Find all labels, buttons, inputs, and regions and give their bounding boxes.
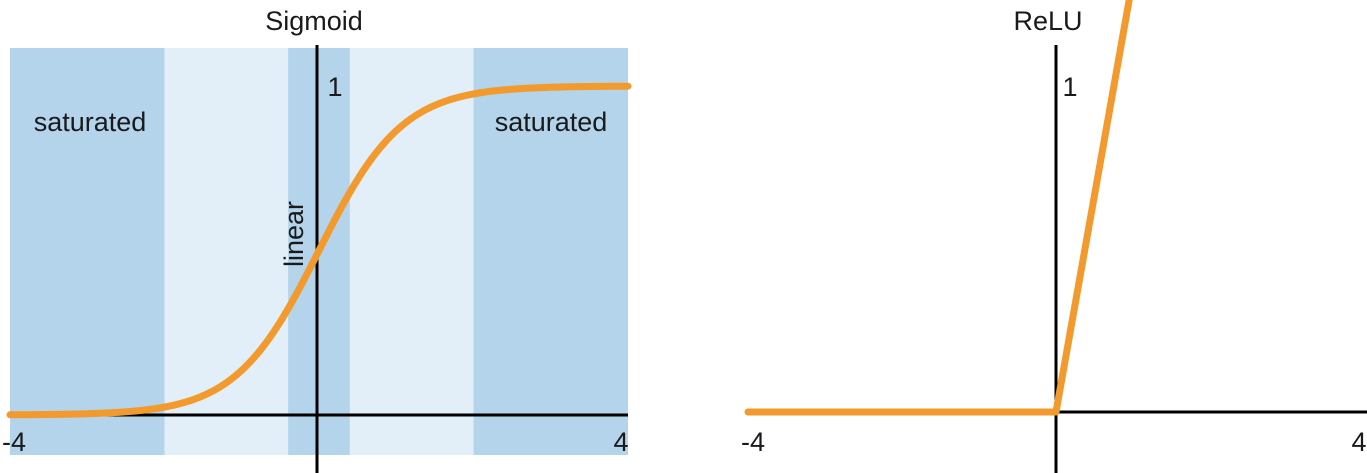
sigmoid-linear-label: linear — [279, 201, 309, 267]
sigmoid-transition-region-left — [164, 48, 289, 455]
sigmoid-transition-region-right — [349, 48, 474, 455]
relu-curve — [744, 0, 1133, 416]
relu-x-tick-min: -4 — [741, 427, 765, 457]
relu-y-tick-label: 1 — [1062, 72, 1077, 102]
relu-x-tick-max: 4 — [1351, 427, 1366, 457]
sigmoid-y-tick-label: 1 — [327, 72, 342, 102]
sigmoid-curve — [6, 82, 632, 419]
sigmoid-saturated-label-left: saturated — [34, 107, 147, 137]
sigmoid-x-tick-max: 4 — [613, 427, 628, 457]
relu-title: ReLU — [1013, 6, 1082, 36]
sigmoid-title: Sigmoid — [265, 6, 363, 36]
sigmoid-saturated-region-right — [473, 48, 628, 455]
sigmoid-panel: Sigmoid saturated saturated linear 1 -4 … — [2, 6, 632, 473]
sigmoid-x-tick-min: -4 — [2, 427, 26, 457]
sigmoid-saturated-label-right: saturated — [495, 107, 608, 137]
sigmoid-saturated-region-left — [10, 48, 165, 455]
relu-panel: ReLU 1 -4 4 — [741, 0, 1367, 473]
